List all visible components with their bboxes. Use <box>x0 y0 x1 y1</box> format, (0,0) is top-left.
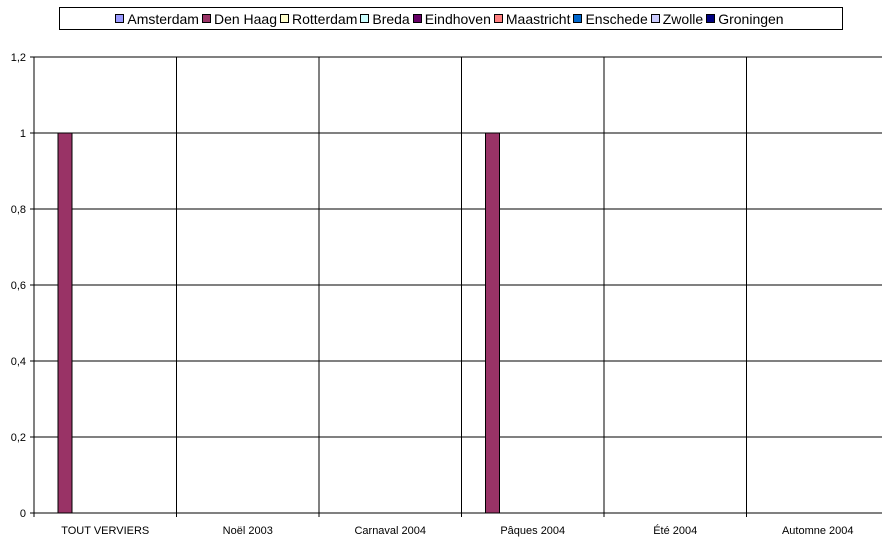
grid-layer <box>34 56 882 513</box>
category-label: Automne 2004 <box>782 525 854 537</box>
legend-label: Zwolle <box>662 10 704 27</box>
category-label: Noël 2003 <box>223 525 273 537</box>
legend-label: Groningen <box>718 10 784 27</box>
y-tick-label: 0,4 <box>11 356 26 368</box>
legend-item-zwolle: Zwolle <box>650 10 704 27</box>
bar-den-haag-paques-2004 <box>485 132 500 514</box>
legend-label: Rotterdam <box>292 10 358 27</box>
legend-swatch <box>412 14 422 23</box>
y-tick-label: 0,8 <box>11 204 26 216</box>
legend-label: Eindhoven <box>424 10 491 27</box>
legend-swatch <box>115 14 125 23</box>
legend-item-amsterdam: Amsterdam <box>115 11 199 27</box>
legend-label: Maastricht <box>505 10 571 27</box>
legend-item-groningen: Groningen <box>706 10 784 27</box>
legend-label: Den Haag <box>213 10 277 27</box>
legend-swatch <box>706 14 716 23</box>
legend-label: Enschede <box>585 10 648 27</box>
y-tick-label: 1,2 <box>11 52 26 64</box>
y-tick-label: 0 <box>20 508 26 520</box>
chart-legend: Amsterdam Den Haag Rotterdam Breda Eindhoven… <box>59 7 843 30</box>
legend-item-enschede: Enschede <box>573 10 648 27</box>
bars-layer <box>57 132 500 514</box>
bar-den-haag-tout-verviers <box>57 132 73 514</box>
legend-item-breda: Breda <box>360 10 410 27</box>
category-label: Pâques 2004 <box>500 525 565 537</box>
y-tick-label: 0,2 <box>11 432 26 444</box>
legend-swatch <box>493 14 503 23</box>
legend-swatch <box>280 14 289 23</box>
legend-item-rotterdam: Rotterdam <box>280 11 357 27</box>
legend-label: Amsterdam <box>127 10 199 27</box>
legend-item-maastricht: Maastricht <box>493 10 571 27</box>
legend-label: Breda <box>372 10 410 27</box>
y-tick-label: 1 <box>20 128 26 140</box>
legend-swatch <box>360 14 370 23</box>
legend-swatch <box>573 14 583 23</box>
category-label: Été 2004 <box>653 524 697 537</box>
category-label: Carnaval 2004 <box>354 525 426 537</box>
y-tick-label: 0,6 <box>11 280 26 292</box>
category-label: TOUT VERVIERS <box>61 525 149 537</box>
legend-swatch <box>201 14 211 23</box>
legend-item-den-haag: Den Haag <box>201 10 277 27</box>
legend-swatch <box>650 14 660 23</box>
legend-item-eindhoven: Eindhoven <box>412 10 491 27</box>
axis-layer: 0 0,2 0,4 0,6 0,8 1 1,2 TOUT VERVIERS Noël 2003 C… <box>11 52 882 537</box>
